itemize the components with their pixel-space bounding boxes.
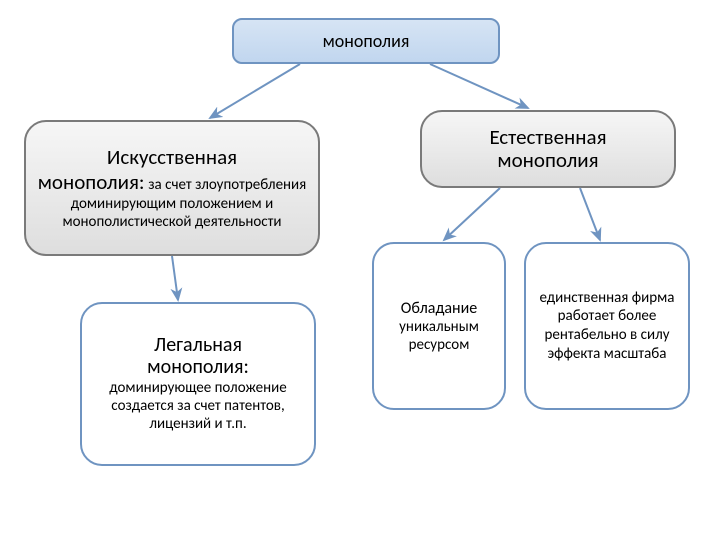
- node-scale: единственная фирма работает более рентаб…: [524, 242, 690, 410]
- node-resource-title: Обладание: [401, 299, 477, 318]
- node-root: монополия: [232, 18, 500, 64]
- node-legal: Легальная монополия: доминирующее положе…: [80, 302, 316, 466]
- node-resource: Обладание уникальным ресурсом: [372, 242, 506, 410]
- node-natural-title2: монополия: [497, 149, 598, 172]
- node-legal-title2: монополия:: [147, 356, 249, 378]
- node-artificial-title1: Искусственная: [107, 144, 237, 170]
- edge-arrow: [172, 256, 178, 300]
- node-natural: Естественная монополия: [420, 110, 676, 188]
- edge-arrow: [580, 188, 600, 240]
- node-root-title: монополия: [323, 30, 410, 52]
- node-legal-title1: Легальная: [154, 334, 242, 356]
- edge-arrow: [210, 64, 300, 118]
- node-legal-desc: доминирующее положение создается за счет…: [92, 380, 304, 433]
- edge-arrow: [430, 64, 528, 108]
- edge-arrow: [444, 188, 500, 240]
- node-artificial-title2: монополия:: [38, 169, 145, 195]
- node-scale-desc: единственная фирма работает более рентаб…: [536, 289, 678, 364]
- node-artificial: Искусственная монополия: за счет злоупот…: [24, 120, 320, 256]
- node-natural-title1: Естественная: [489, 126, 606, 149]
- node-resource-desc: уникальным ресурсом: [384, 318, 494, 354]
